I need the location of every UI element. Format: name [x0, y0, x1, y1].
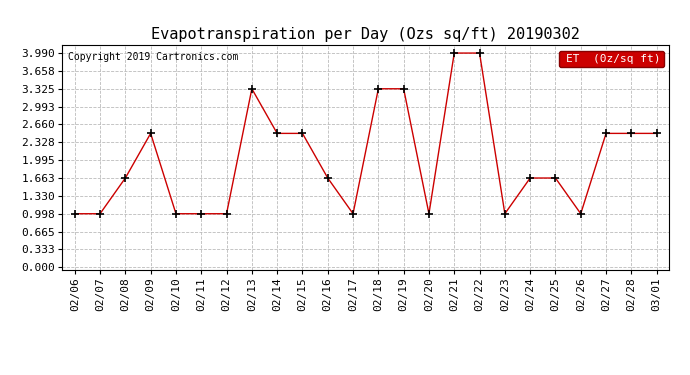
Title: Evapotranspiration per Day (Ozs sq/ft) 20190302: Evapotranspiration per Day (Ozs sq/ft) 2…: [151, 27, 580, 42]
Text: Copyright 2019 Cartronics.com: Copyright 2019 Cartronics.com: [68, 52, 239, 62]
Legend: ET  (0z/sq ft): ET (0z/sq ft): [559, 51, 664, 67]
